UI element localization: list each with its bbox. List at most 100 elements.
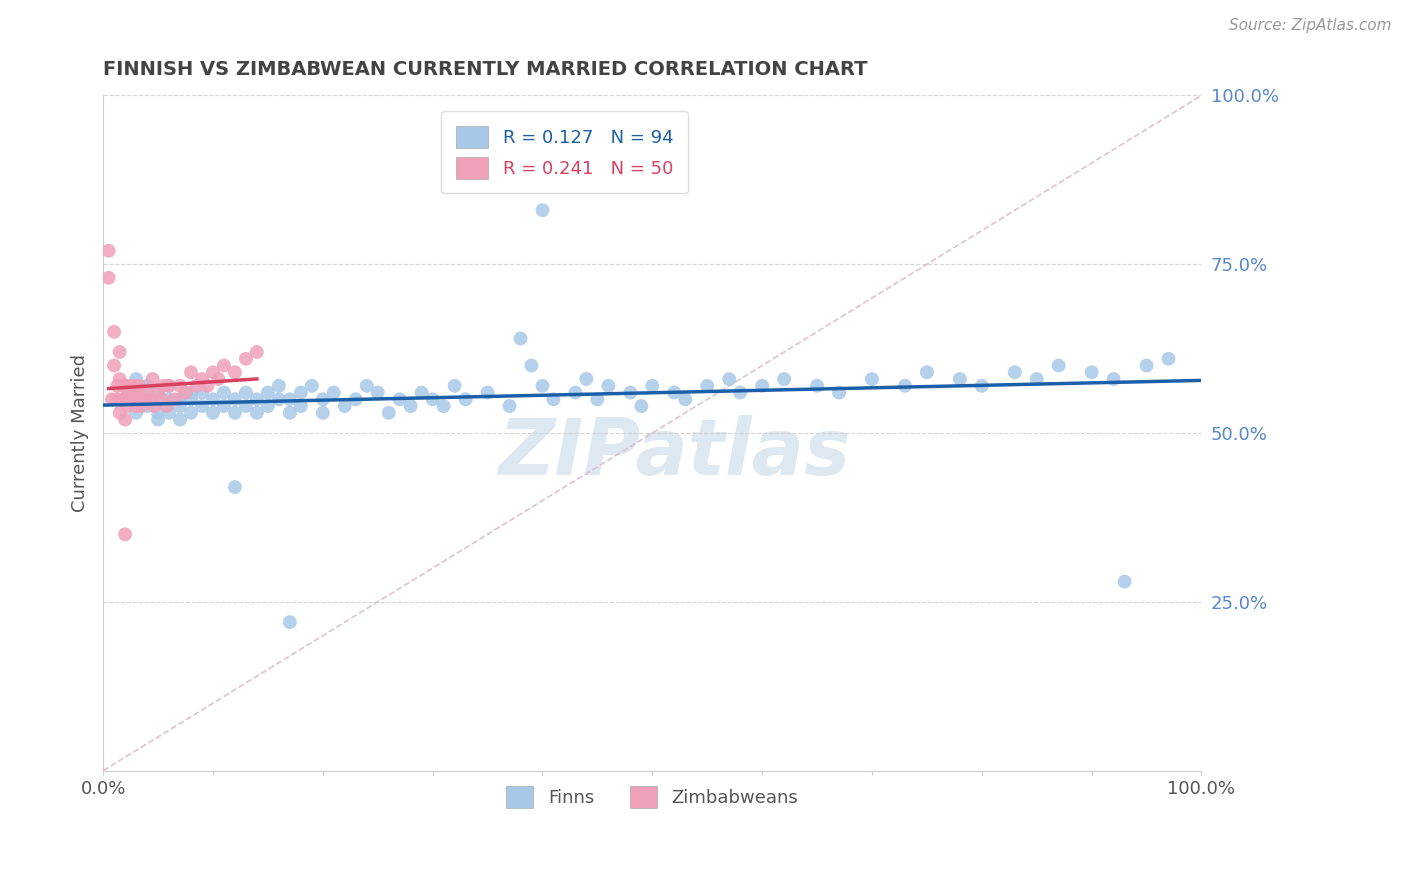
Point (142, 372, 165, 386)
Point (169, 399, 191, 413)
Point (212, 359, 235, 373)
Point (107, 379, 129, 393)
Point (121, 392, 143, 407)
Point (257, 399, 280, 413)
Point (520, 359, 543, 373)
Point (860, 372, 883, 386)
Point (101, 392, 124, 407)
Point (246, 392, 269, 407)
Point (751, 379, 773, 393)
Point (344, 392, 367, 407)
Point (312, 406, 335, 420)
Text: ZIPatlas: ZIPatlas (498, 416, 851, 491)
Point (235, 399, 257, 413)
Point (180, 385, 202, 400)
Point (399, 399, 422, 413)
Point (498, 399, 520, 413)
Point (120, 392, 142, 407)
Point (411, 385, 433, 400)
Point (278, 406, 301, 420)
Point (122, 379, 145, 393)
Point (114, 392, 136, 407)
Point (117, 399, 139, 413)
Point (97, 270, 120, 285)
Point (180, 406, 202, 420)
Point (1047, 359, 1070, 373)
Point (174, 385, 197, 400)
Point (125, 385, 148, 400)
Point (136, 379, 159, 393)
Point (224, 392, 246, 407)
Point (949, 372, 972, 386)
Point (114, 412, 136, 426)
Point (278, 392, 301, 407)
Point (201, 365, 224, 379)
Point (146, 385, 169, 400)
Text: Source: ZipAtlas.com: Source: ZipAtlas.com (1229, 18, 1392, 33)
Point (131, 399, 153, 413)
Point (157, 379, 180, 393)
Point (377, 406, 399, 420)
Text: FINNISH VS ZIMBABWEAN CURRENTLY MARRIED CORRELATION CHART: FINNISH VS ZIMBABWEAN CURRENTLY MARRIED … (103, 60, 868, 78)
Point (619, 385, 641, 400)
Point (114, 392, 136, 407)
Point (136, 385, 159, 400)
Point (235, 385, 257, 400)
Point (136, 392, 159, 407)
Point (125, 385, 148, 400)
Point (454, 392, 477, 407)
Point (212, 385, 235, 400)
Point (598, 379, 620, 393)
Point (1135, 359, 1157, 373)
Point (246, 406, 269, 420)
Point (201, 392, 224, 407)
Point (388, 392, 411, 407)
Point (586, 392, 609, 407)
Point (201, 406, 224, 420)
Point (114, 527, 136, 541)
Point (191, 372, 214, 386)
Point (157, 406, 180, 420)
Point (169, 412, 191, 426)
Point (246, 345, 269, 359)
Point (290, 399, 312, 413)
Point (156, 399, 179, 413)
Point (367, 385, 389, 400)
Point (915, 365, 938, 379)
Point (180, 392, 202, 407)
Point (543, 392, 565, 407)
Point (125, 399, 148, 413)
Point (664, 385, 686, 400)
Point (333, 399, 356, 413)
Point (1102, 372, 1125, 386)
Point (235, 351, 257, 366)
Point (773, 372, 796, 386)
Point (114, 379, 136, 393)
Point (718, 372, 741, 386)
Point (257, 385, 280, 400)
Point (290, 385, 312, 400)
Point (207, 372, 229, 386)
Point (630, 399, 652, 413)
Point (894, 379, 917, 393)
Point (477, 385, 499, 400)
Point (564, 385, 586, 400)
Point (103, 359, 125, 373)
Point (322, 385, 344, 400)
Point (114, 379, 136, 393)
Point (108, 372, 131, 386)
Point (150, 392, 173, 407)
Point (125, 372, 148, 386)
Point (531, 203, 554, 218)
Point (312, 392, 335, 407)
Point (1114, 574, 1136, 589)
Y-axis label: Currently Married: Currently Married (72, 354, 89, 512)
Point (146, 412, 169, 426)
Point (105, 392, 128, 407)
Point (301, 379, 323, 393)
Point (443, 379, 465, 393)
Point (509, 332, 531, 346)
Point (970, 379, 993, 393)
Point (143, 399, 166, 413)
Point (267, 379, 290, 393)
